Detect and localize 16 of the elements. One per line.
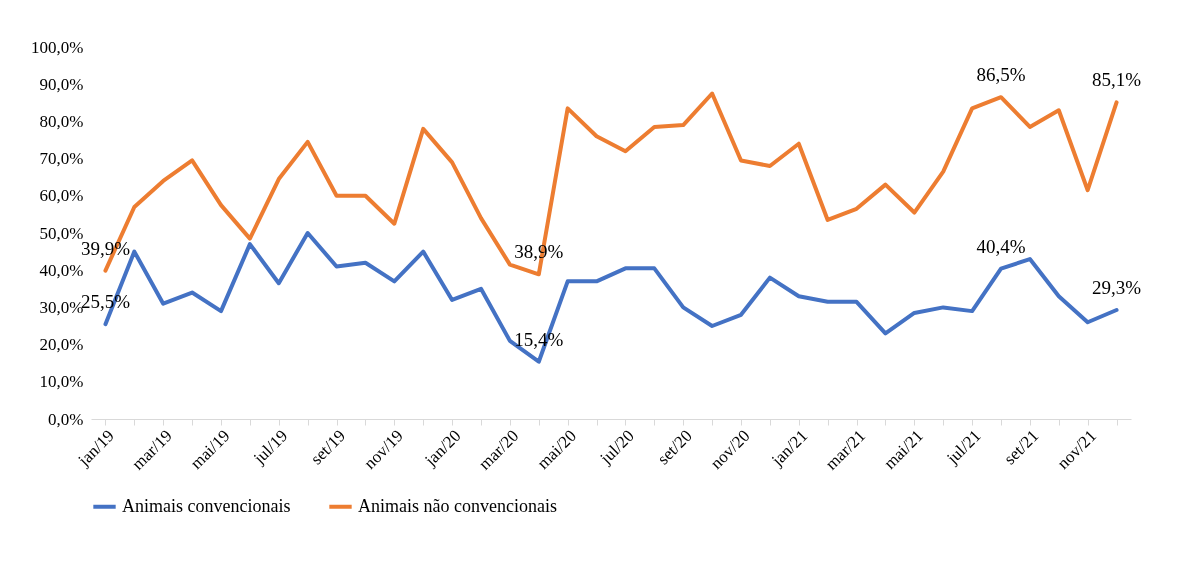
legend-label: Animais não convencionais [358,495,557,516]
y-tick-label: 10,0% [39,372,84,392]
y-tick-label: 20,0% [39,335,84,355]
legend-label: Animais convencionais [122,495,291,516]
data-label: 29,3% [1092,277,1142,298]
y-tick-label: 80,0% [39,111,84,131]
y-tick-label: 70,0% [39,149,84,169]
y-tick-label: 60,0% [39,186,84,206]
y-tick-label: 40,0% [39,260,84,280]
data-label: 86,5% [976,64,1026,86]
y-tick-label: 0,0% [48,409,84,429]
data-label: 40,4% [976,235,1026,257]
y-tick-label: 50,0% [39,223,84,243]
data-label: 85,1% [1092,69,1142,91]
y-tick-label: 100,0% [31,37,84,57]
y-tick-label: 90,0% [39,74,84,94]
